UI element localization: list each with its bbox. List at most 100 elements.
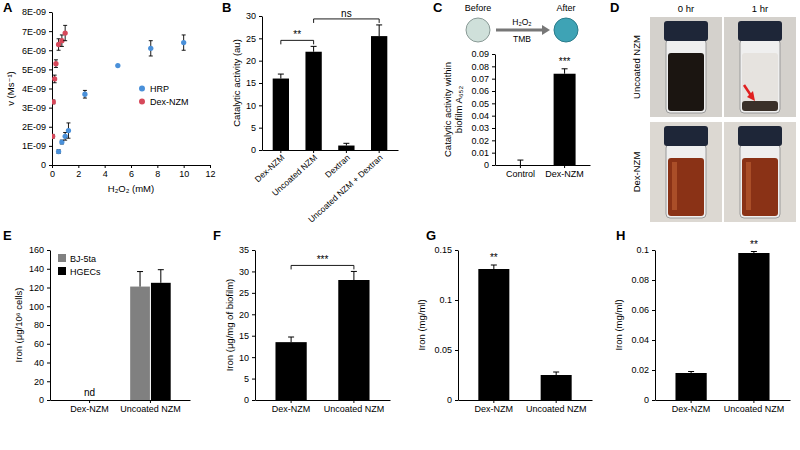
y-tick-mark — [49, 108, 52, 109]
y-tick: 0.06 — [631, 305, 655, 315]
x-tick-mark — [493, 400, 494, 403]
vial-photo — [650, 17, 722, 117]
vial-liquid — [742, 158, 778, 216]
x-tick: Uncoated NZM — [724, 400, 785, 414]
x-axis: ControlDex-NZM — [496, 165, 591, 179]
y-tick-mark — [47, 269, 50, 270]
y-tick-label: 3E-09 — [22, 103, 46, 113]
y-axis: 05101520253035 — [239, 245, 256, 405]
panel-letter: E — [3, 228, 12, 243]
y-tick-label: 2E-09 — [22, 122, 46, 132]
y-tick: 0.08 — [471, 62, 495, 72]
y-axis: 00.010.020.030.040.050.060.070.080.09 — [471, 49, 495, 170]
y-tick: 30 — [239, 267, 255, 277]
y-tick-mark — [259, 83, 262, 84]
y-tick-label: 0 — [39, 395, 44, 405]
y-tick-label: 20 — [239, 310, 249, 320]
y-axis-title: Iron (μg/mg of biofilm) — [224, 279, 235, 372]
y-tick: 20 — [239, 310, 255, 320]
red-arrow-head — [747, 91, 755, 101]
x-tick-mark — [150, 400, 151, 403]
x-axis-title: H₂O₂ (mM) — [108, 183, 154, 194]
y-tick-mark — [492, 153, 495, 154]
annotation: ** — [293, 29, 301, 40]
y-tick: 0.06 — [471, 86, 495, 96]
vial-glass — [740, 144, 780, 218]
legend-label: Dex-NZM — [150, 97, 189, 107]
assay-image: BeforeAfterH₂O₂TMB — [465, 3, 578, 44]
x-tick: 10 — [179, 165, 189, 179]
y-tick: 25 — [246, 34, 262, 44]
y-tick-label: 15 — [239, 331, 249, 341]
x-tick-mark — [157, 165, 158, 168]
y-tick-label: 30 — [246, 11, 256, 21]
error-bar — [751, 252, 757, 254]
y-tick-mark — [252, 314, 255, 315]
well-before — [466, 18, 490, 42]
y-axis-line — [262, 17, 263, 151]
panel-letter: H — [616, 228, 625, 243]
y-tick-label: 0.05 — [434, 345, 452, 355]
y-tick-label: 30 — [239, 267, 249, 277]
y-tick-label: 0.1 — [439, 295, 452, 305]
y-axis-line — [655, 251, 656, 401]
bar — [675, 373, 706, 400]
y-tick-label: 15 — [246, 78, 256, 88]
y-axis: 01E-092E-093E-094E-095E-096E-097E-098E-0… — [22, 7, 53, 170]
x-tick: Uncoated NZM — [526, 400, 587, 414]
panel: GDex-NZMUncoated NZM00.050.10.15Iron (mg… — [416, 228, 592, 414]
y-tick-label: 0.09 — [471, 49, 489, 59]
y-tick-mark — [259, 150, 262, 151]
y-tick: 20 — [246, 56, 262, 66]
x-tick-mark — [78, 165, 79, 168]
y-axis-line — [50, 251, 51, 401]
x-axis-line — [51, 400, 191, 401]
x-tick: Dex-NZM — [272, 400, 311, 414]
y-tick: 0.03 — [471, 123, 495, 133]
y-tick-mark — [252, 400, 255, 401]
y-tick-mark — [455, 350, 458, 351]
y-tick: 0.02 — [471, 136, 495, 146]
y-tick-mark — [49, 146, 52, 147]
y-tick-mark — [47, 325, 50, 326]
y-tick: 5 — [244, 374, 255, 384]
y-tick-mark — [652, 310, 655, 311]
y-tick: 40 — [34, 358, 50, 368]
y-axis-line — [255, 251, 256, 401]
y-tick-mark — [47, 363, 50, 364]
y-tick-mark — [259, 105, 262, 106]
error-bar — [343, 143, 349, 145]
y-tick-mark — [47, 288, 50, 289]
error-bar — [182, 35, 186, 50]
bar — [338, 146, 354, 150]
point — [66, 128, 71, 133]
x-tick-label: Uncoated NZM — [526, 404, 587, 414]
y-tick-label: 0 — [484, 160, 489, 170]
y-tick-mark — [252, 293, 255, 294]
y-tick: 2E-09 — [22, 122, 52, 132]
photo-background — [650, 17, 722, 117]
panel-letter: D — [610, 0, 619, 15]
bar — [541, 375, 572, 400]
row-label: Dex-NZM — [631, 152, 642, 193]
y-tick-mark — [49, 127, 52, 128]
y-tick-mark — [492, 165, 495, 166]
y-tick-mark — [49, 69, 52, 70]
y-tick: 20 — [34, 377, 50, 387]
legend: HRPDex-NZM — [139, 84, 188, 107]
panel: CControlDex-NZM00.010.020.030.040.050.06… — [433, 0, 591, 179]
y-tick-label: 0.08 — [471, 62, 489, 72]
y-tick-mark — [492, 54, 495, 55]
x-tick-mark — [89, 400, 90, 403]
error-bar — [688, 372, 694, 374]
y-axis-title: Iron (mg/ml) — [613, 299, 624, 350]
y-tick-mark — [652, 370, 655, 371]
error-bar — [137, 272, 143, 287]
x-tick: Uncoated NZM — [324, 400, 385, 414]
bar — [371, 36, 387, 150]
significance-bracket — [314, 19, 380, 23]
y-axis: 00.050.10.15 — [434, 245, 458, 405]
error-bar — [52, 100, 55, 104]
y-axis: 00.020.040.060.080.1 — [631, 245, 655, 405]
column-label: 1 hr — [752, 3, 768, 14]
